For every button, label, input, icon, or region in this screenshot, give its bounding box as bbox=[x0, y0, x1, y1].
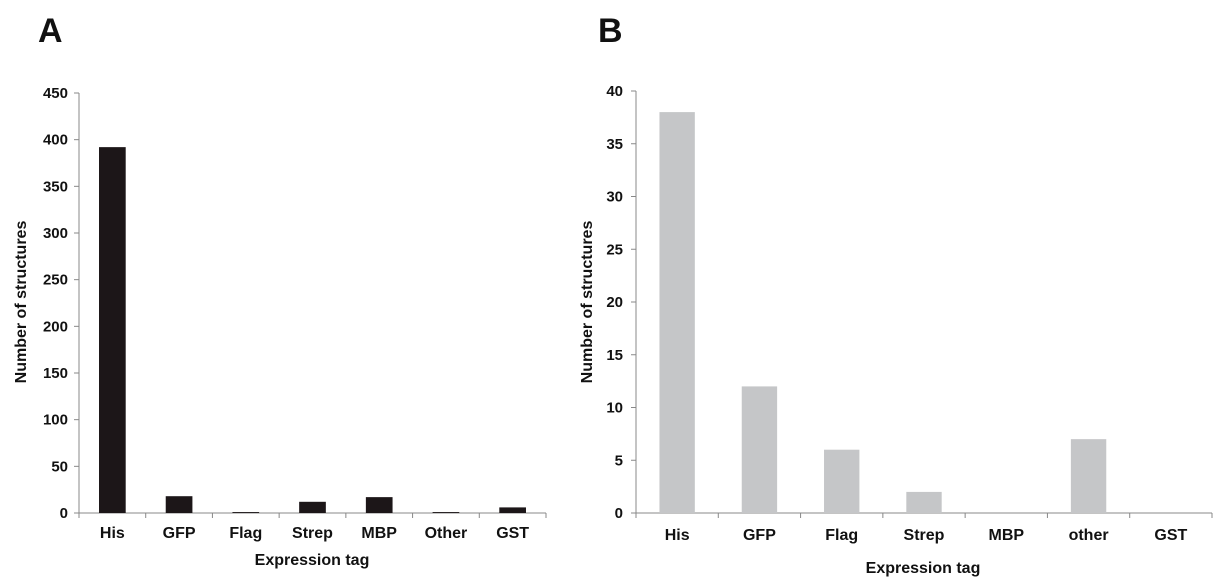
y-tick-label: 30 bbox=[606, 189, 623, 206]
y-tick-label: 100 bbox=[43, 412, 68, 429]
x-category-label: His bbox=[100, 525, 125, 542]
x-category-label: Strep bbox=[292, 525, 333, 542]
chart-panel-a: A Number of structures Expression tag 0 5… bbox=[13, 12, 547, 569]
x-category-label: Flag bbox=[825, 527, 858, 544]
y-tick-label: 20 bbox=[606, 294, 623, 311]
y-axis-title-a: Number of structures bbox=[13, 221, 30, 384]
y-tick-label: 400 bbox=[43, 132, 68, 149]
y-tick-label: 35 bbox=[606, 136, 623, 153]
y-ticks-a: 0 50 100 150 200 250 300 350 400 450 bbox=[43, 85, 79, 522]
bar-a-his bbox=[99, 147, 126, 513]
x-category-label: MBP bbox=[989, 527, 1025, 544]
y-tick-label: 25 bbox=[606, 241, 623, 258]
x-category-label: GST bbox=[496, 525, 529, 542]
x-category-label: Other bbox=[425, 525, 468, 542]
bar-b-his bbox=[659, 112, 695, 513]
bar-a-other bbox=[432, 512, 460, 513]
y-tick-label: 0 bbox=[60, 505, 68, 522]
x-category-label: other bbox=[1069, 527, 1109, 544]
x-axis-title-a: Expression tag bbox=[255, 552, 370, 569]
x-category-label: MBP bbox=[361, 525, 397, 542]
y-tick-label: 350 bbox=[43, 178, 68, 195]
bars-b bbox=[659, 112, 1107, 513]
bar-a-strep bbox=[299, 501, 326, 513]
y-tick-label: 40 bbox=[606, 83, 623, 100]
x-category-label: GFP bbox=[743, 527, 776, 544]
bar-a-flag bbox=[232, 512, 260, 513]
panel-label-b: B bbox=[598, 12, 623, 50]
bar-a-mbp bbox=[365, 497, 393, 513]
x-category-label: Strep bbox=[904, 527, 945, 544]
y-tick-label: 5 bbox=[615, 452, 623, 469]
bars-a bbox=[99, 147, 526, 513]
y-ticks-b: 0 5 10 15 20 25 30 35 40 bbox=[606, 83, 636, 522]
y-tick-label: 300 bbox=[43, 225, 68, 242]
x-category-label: GFP bbox=[163, 525, 196, 542]
x-category-label: Flag bbox=[229, 525, 262, 542]
y-tick-label: 250 bbox=[43, 272, 68, 289]
x-category-label: His bbox=[665, 527, 690, 544]
y-axis-title-b: Number of structures bbox=[579, 221, 596, 384]
panel-label-a: A bbox=[38, 12, 63, 50]
x-axis-title-b: Expression tag bbox=[866, 560, 981, 577]
bar-b-gfp bbox=[741, 386, 778, 513]
bar-b-other bbox=[1070, 439, 1107, 513]
y-tick-label: 450 bbox=[43, 85, 68, 102]
y-tick-label: 0 bbox=[615, 505, 623, 522]
y-tick-label: 10 bbox=[606, 400, 623, 417]
x-categories-a: His GFP Flag Strep MBP Other GST bbox=[78, 513, 547, 542]
bar-b-flag bbox=[824, 449, 860, 513]
chart-panel-b: B Number of structures Expression tag 0 5… bbox=[579, 12, 1213, 577]
y-tick-label: 200 bbox=[43, 318, 68, 335]
bar-a-gfp bbox=[165, 496, 193, 513]
x-categories-b: His GFP Flag Strep MBP other GST bbox=[635, 513, 1213, 544]
y-tick-label: 150 bbox=[43, 365, 68, 382]
x-category-label: GST bbox=[1154, 527, 1187, 544]
bar-b-strep bbox=[906, 491, 942, 513]
y-tick-label: 50 bbox=[51, 458, 68, 475]
bar-a-gst bbox=[499, 507, 526, 513]
y-tick-label: 15 bbox=[606, 347, 623, 364]
